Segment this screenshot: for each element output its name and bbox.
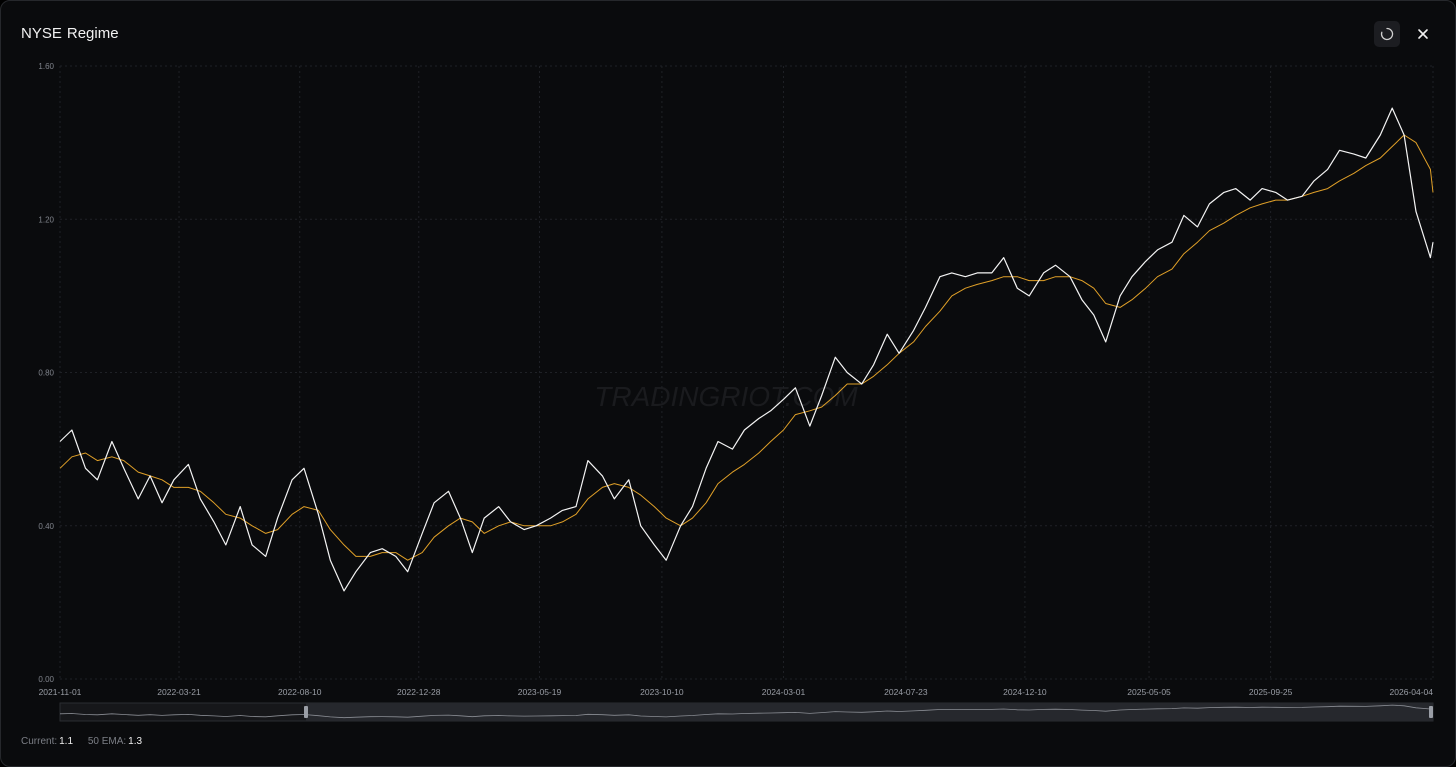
ema-value: 1.3 [128, 736, 143, 747]
y-tick-label: 0.40 [38, 522, 54, 531]
y-tick-label: 1.20 [38, 215, 54, 224]
x-tick-label: 2024-12-10 [1003, 687, 1047, 697]
title-symbol: NYSE [21, 25, 62, 42]
navigator-line [59, 704, 1434, 719]
x-tick-label: 2023-10-10 [640, 687, 684, 697]
navigator-handle [1429, 706, 1433, 718]
navigator-handle [304, 706, 308, 718]
current-label: Current: [21, 736, 58, 747]
x-tick-label: 2026-04-04 [1390, 687, 1434, 697]
line-series [59, 134, 1434, 561]
current-value: 1.1 [59, 736, 74, 747]
line-series [59, 107, 1434, 592]
title-name: Regime [66, 25, 119, 42]
refresh-icon [1380, 27, 1394, 41]
y-tick-label: 1.60 [38, 62, 54, 71]
chart: TRADINGRIOT.COM 0.00 0.40 0.80 1.20 1.60 2021-… [38, 62, 1434, 722]
x-tick-label: 2022-03-21 [157, 687, 201, 697]
y-tick-label: 0.80 [38, 369, 54, 378]
watermark: TRADINGRIOT.COM [594, 381, 858, 412]
title: NYSE Regime [21, 25, 124, 42]
x-tick-label: 2021-11-01 [39, 687, 82, 697]
close-icon [1418, 29, 1428, 39]
y-tick-label: 0.00 [38, 675, 54, 684]
x-tick-label: 2025-05-05 [1127, 687, 1171, 697]
x-tick-label: 2022-12-28 [397, 687, 441, 697]
x-tick-label: 2024-07-23 [884, 687, 928, 697]
close-button[interactable] [1410, 21, 1436, 47]
ema-label: 50 EMA: [87, 736, 127, 747]
x-tick-label: 2024-03-01 [762, 687, 806, 697]
x-tick-label: 2025-09-25 [1249, 687, 1293, 697]
footer: Current: 1.1 50 EMA: 1.3 [21, 736, 154, 747]
x-tick-label: 2022-08-10 [278, 687, 322, 697]
refresh-button[interactable] [1374, 21, 1400, 47]
x-tick-label: 2023-05-19 [518, 687, 562, 697]
